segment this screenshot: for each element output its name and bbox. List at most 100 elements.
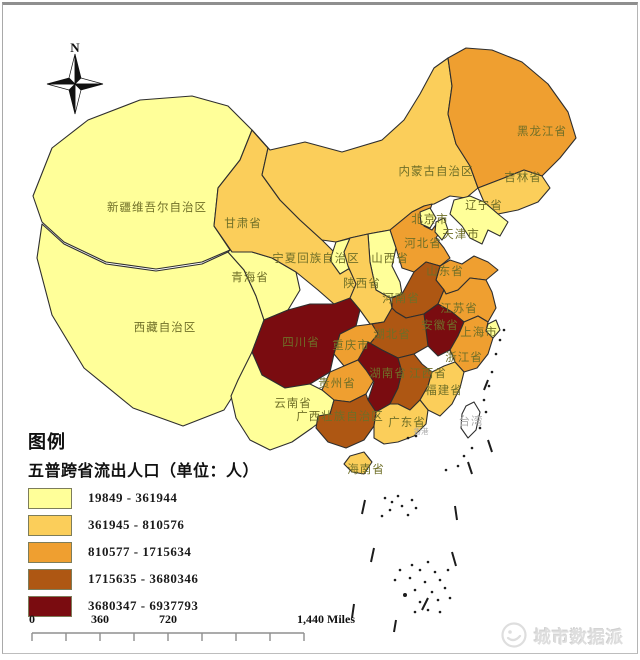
legend-title: 图例	[28, 432, 66, 452]
watermark-text: 城市数据派	[534, 627, 624, 647]
province-label-shanxi: 山西省	[371, 252, 409, 265]
province-label-fujian: 福建省	[425, 383, 463, 397]
scale-tick-label-1: 360	[91, 612, 109, 626]
island-dot	[418, 568, 422, 572]
island-dot	[403, 593, 407, 597]
island-dot	[414, 434, 418, 438]
island-dot	[438, 578, 442, 582]
legend-range-4: 3680347 - 6937793	[88, 598, 199, 613]
island-dot	[430, 590, 434, 594]
island-dot	[398, 568, 402, 572]
province-label-beijing: 北京市	[411, 212, 449, 226]
legend-row-4: 3680347 - 6937793	[28, 595, 259, 617]
island-dot	[484, 410, 488, 414]
province-label-shanghai: 上海市	[460, 325, 498, 339]
legend-swatch-3	[28, 568, 72, 590]
scale-bar-line	[31, 632, 305, 641]
province-label-anhui: 安徽省	[421, 318, 459, 332]
legend-subtitle: 五普跨省流出人口（单位：人）	[28, 463, 260, 480]
legend-row-0: 19849 - 361944	[28, 487, 259, 509]
province-label-tianjin: 天津市	[442, 227, 480, 241]
province-label-shandong: 山东省	[426, 265, 464, 278]
island-dot	[433, 570, 437, 574]
island-dot	[443, 586, 447, 590]
island-dot	[490, 370, 494, 374]
province-label-shaanxi: 陕西省	[343, 276, 381, 290]
island-dot	[413, 588, 417, 592]
island-dot	[410, 563, 414, 567]
island-dot	[423, 580, 427, 584]
city-data-pai-logo-icon	[501, 622, 527, 648]
province-label-chongqing: 重庆市	[332, 338, 370, 352]
province-label-xizang: 西藏自治区	[134, 320, 197, 334]
province-label-ningxia: 宁夏回族自治区	[272, 251, 360, 265]
scale-end-label: 1,440 Miles	[297, 612, 355, 626]
island-dot	[446, 568, 450, 572]
island-dot	[400, 504, 404, 508]
legend-swatch-0	[28, 487, 72, 509]
island-dot	[413, 610, 417, 614]
maritime-boundary-dash	[370, 547, 375, 563]
province-label-neimenggu: 内蒙古自治区	[399, 164, 474, 178]
scale-tick-label-2: 720	[159, 612, 177, 626]
legend-swatch-2	[28, 541, 72, 563]
island-dot	[396, 494, 400, 498]
legend-swatch-4	[28, 595, 72, 617]
maritime-boundary-dash	[451, 551, 457, 567]
island-dot	[393, 578, 397, 582]
island-dot	[418, 600, 422, 604]
maritime-boundary-dash	[351, 603, 355, 619]
island-dot	[436, 598, 440, 602]
province-label-heilongjiang: 黑龙江省	[517, 125, 567, 138]
province-label-sichuan: 四川省	[282, 336, 320, 349]
province-tianjin	[434, 217, 449, 241]
province-label-jilin: 吉林省	[504, 170, 542, 184]
island-dot	[462, 454, 466, 458]
island-dot	[438, 610, 442, 614]
province-fujian	[419, 361, 465, 417]
province-label-hainan: 海南省	[347, 462, 385, 476]
scale-tick-label-0: 0	[29, 612, 35, 626]
province-label-jiangsu: 江苏省	[440, 302, 478, 315]
north-arrow-label: N	[70, 40, 80, 55]
island-dot	[390, 500, 394, 504]
legend-range-2: 810577 - 1715634	[88, 544, 192, 559]
province-hainan	[343, 451, 373, 475]
island-dot	[470, 446, 474, 450]
island-dot	[414, 506, 418, 510]
provinces-layer	[32, 47, 577, 475]
province-label-qinghai: 青海省	[231, 270, 269, 284]
province-liaoning	[449, 195, 509, 245]
island-dot	[444, 468, 448, 472]
island-dot	[380, 514, 384, 518]
island-dot	[426, 560, 430, 564]
island-dot	[426, 608, 430, 612]
island-dot	[498, 338, 502, 342]
north-arrow: N	[40, 40, 110, 115]
scale-bar: 0 360 720 1,440 Miles	[14, 612, 374, 648]
province-shanghai	[485, 319, 501, 339]
island-dot	[478, 426, 482, 430]
compass-star-icon	[46, 53, 104, 115]
watermark: 城市数据派	[501, 622, 624, 648]
legend-range-0: 19849 - 361944	[88, 490, 178, 505]
province-label-jiangxi: 江西省	[409, 367, 447, 380]
province-guangdong	[373, 399, 429, 445]
island-dot	[408, 576, 412, 580]
province-label-hunan: 湖南省	[369, 366, 407, 380]
island-dot	[448, 596, 452, 600]
legend-range-3: 1715635 - 3680346	[88, 571, 199, 586]
island-dot	[388, 508, 392, 512]
province-label-hebei: 河北省	[404, 237, 442, 250]
maritime-boundary-dash	[483, 379, 489, 391]
legend-range-1: 361945 - 810576	[88, 517, 185, 532]
province-zhejiang	[449, 315, 494, 373]
island-dot	[482, 398, 486, 402]
maritime-boundary-dash	[454, 505, 458, 521]
province-label-taiwan: 台湾	[459, 414, 484, 428]
island-dot	[406, 436, 410, 440]
province-label-liaoning: 辽宁省	[465, 198, 503, 212]
province-label-zhejiang: 浙江省	[445, 351, 483, 364]
